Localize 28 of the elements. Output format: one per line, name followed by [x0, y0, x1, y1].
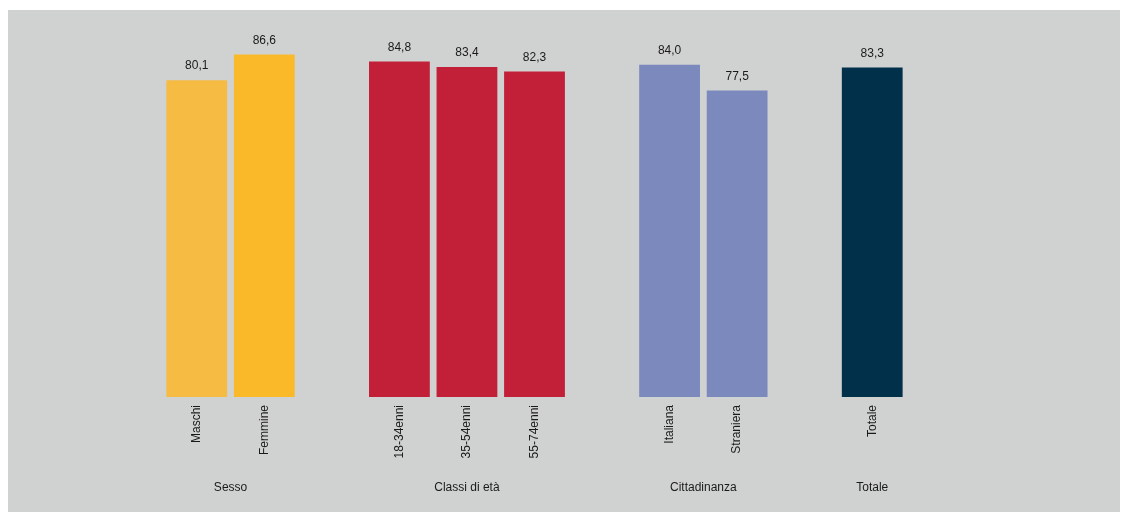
x-tick-label: 55-74enni [526, 405, 541, 459]
data-label: 84,8 [387, 39, 412, 54]
bar [166, 80, 228, 397]
text: Sesso [213, 480, 248, 495]
text: Classi di età [434, 480, 500, 495]
bar [706, 90, 768, 397]
data-label: 83,3 [860, 45, 885, 60]
x-tick-label: Straniera [729, 404, 744, 454]
data-label: 77,5 [725, 68, 750, 83]
x-tick-label: Maschi [189, 405, 204, 444]
text: Totale [856, 480, 889, 495]
data-label: 80,1 [185, 58, 209, 73]
data-label: 86,6 [252, 32, 277, 47]
bar [639, 64, 700, 397]
text: Cittadinanza [670, 480, 738, 495]
data-label: 84,0 [657, 43, 682, 58]
x-tick-label: 35-54enni [459, 405, 474, 459]
x-tick-label: Femmine [256, 404, 271, 456]
data-label: 83,4 [455, 45, 479, 60]
bar [369, 61, 430, 397]
bar [841, 67, 903, 397]
data-label: 82,3 [522, 49, 547, 64]
bar [233, 54, 295, 397]
x-tick-label: Totale [864, 404, 879, 438]
x-tick-label: Italiana [661, 404, 676, 444]
bar [436, 67, 498, 397]
x-tick-label: 18-34enni [391, 405, 406, 459]
bar [504, 71, 565, 397]
